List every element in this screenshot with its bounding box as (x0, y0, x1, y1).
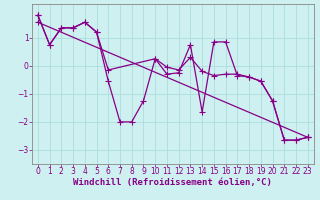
X-axis label: Windchill (Refroidissement éolien,°C): Windchill (Refroidissement éolien,°C) (73, 178, 272, 187)
